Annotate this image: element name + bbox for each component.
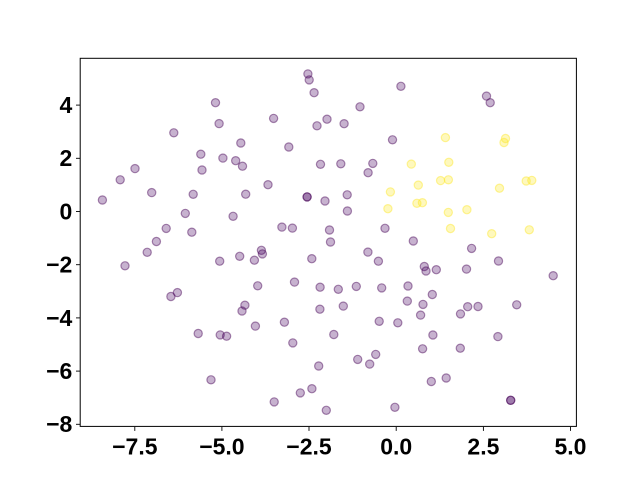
svg-text:2: 2: [60, 145, 73, 171]
svg-text:0.0: 0.0: [380, 433, 412, 459]
svg-text:0: 0: [60, 198, 73, 224]
svg-text:−2: −2: [46, 252, 72, 278]
svg-text:−8: −8: [46, 411, 72, 437]
svg-text:4: 4: [60, 92, 73, 118]
svg-text:−5.0: −5.0: [199, 433, 244, 459]
svg-text:−2.5: −2.5: [286, 433, 332, 459]
svg-text:5.0: 5.0: [555, 433, 587, 459]
svg-text:−7.5: −7.5: [112, 433, 158, 459]
svg-text:2.5: 2.5: [467, 433, 499, 459]
svg-text:−4: −4: [46, 305, 72, 331]
svg-text:−6: −6: [46, 358, 72, 384]
